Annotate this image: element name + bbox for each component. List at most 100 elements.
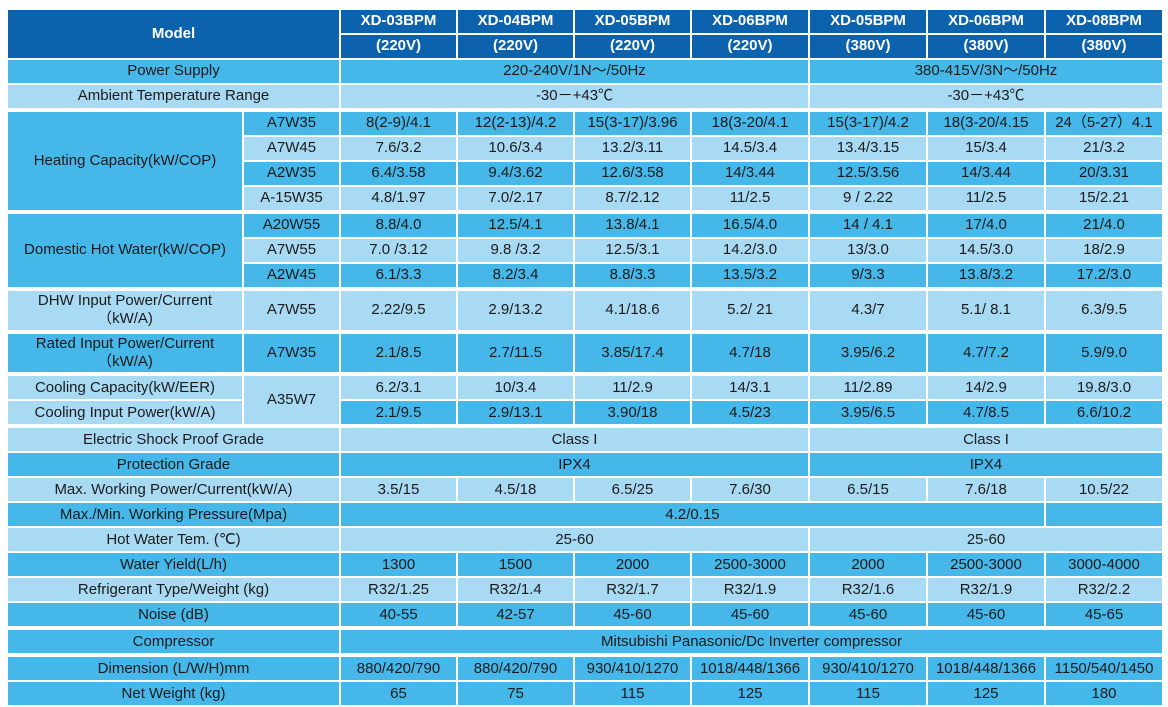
row-max-working-power: Max. Working Power/Current(kW/A) 3.5/15 4.… <box>6 476 1164 504</box>
row-noise-value-5: 45-60 <box>808 601 928 630</box>
row-net-weight: Net Weight (kg) 65 75 115 125 115 125 180 <box>6 680 1164 707</box>
row-dhw-a2w45-value-1: 6.1/3.3 <box>339 262 458 290</box>
row-ambient-temperature: Ambient Temperature Range -30－+43℃ -30－+43… <box>6 83 1164 111</box>
label-electric-shock-grade: Electric Shock Proof Grade <box>6 424 341 454</box>
label-protection-grade: Protection Grade <box>6 451 341 479</box>
label-working-pressure: Max./Min. Working Pressure(Mpa) <box>6 501 341 529</box>
row-dhw-a2w45-value-7: 17.2/3.0 <box>1044 262 1164 290</box>
condition-a7w55-input: A7W55 <box>242 287 341 333</box>
row-cooling-input-power-value-4: 4.5/23 <box>690 399 810 428</box>
row-dhw-input-power-value-6: 4.3/7 <box>808 287 928 333</box>
row-dimension-value-1: 880/420/790 <box>339 653 458 683</box>
row-heating-a-15w35-value-6: 11/2.5 <box>926 185 1046 213</box>
row-dhw-a2w45-value-3: 8.8/3.3 <box>573 262 692 290</box>
row-water-yield-value-4: 2500-3000 <box>690 551 810 579</box>
row-working-pressure: Max./Min. Working Pressure(Mpa) 4.2/0.15 <box>6 501 1164 529</box>
row-dimension-value-4: 1018/448/1366 <box>690 653 810 683</box>
row-heating-a7w45-value-2: 10.6/3.4 <box>456 135 575 162</box>
row-dhw-a20w55-value-5: 16.5/4.0 <box>690 210 810 239</box>
row-rated-input-power-value-7: 4.7/7.2 <box>926 329 1046 376</box>
row-max-working-power-value-3: 6.5/25 <box>573 476 692 504</box>
row-dimension-value-3: 930/410/1270 <box>573 653 692 683</box>
col-header-xd-04bpm: XD-04BPM <box>456 8 575 35</box>
model-header: Model <box>6 8 341 60</box>
col-header-xd-05bpm-380: XD-05BPM <box>808 8 928 35</box>
condition-a7w45: A7W45 <box>242 135 341 162</box>
row-dhw-a2w45-value-5: 9/3.3 <box>808 262 928 290</box>
col-voltage-380v-3: (380V) <box>1044 33 1164 60</box>
value-ambient-220v: -30－+43℃ <box>339 83 810 111</box>
row-dhw-a7w55-value-1: 7.0 /3.12 <box>339 237 458 264</box>
label-cooling-input-power: Cooling Input Power(kW/A) <box>6 399 244 428</box>
label-noise: Noise (dB) <box>6 601 341 630</box>
row-noise-value-3: 45-60 <box>573 601 692 630</box>
condition-a20w55: A20W55 <box>242 210 341 239</box>
row-heating-a-15w35-value-4: 11/2.5 <box>690 185 810 213</box>
label-dimension: Dimension (L/W/H)mm <box>6 653 341 683</box>
row-heating-a7w35-value-8: 24（5-27）4.1 <box>1044 108 1164 137</box>
value-shock-grade-220v: Class I <box>339 424 810 454</box>
row-cooling-capacity-value-3: 10/3.4 <box>456 372 575 402</box>
col-voltage-220v-4: (220V) <box>690 33 810 60</box>
row-cooling-input-power-value-2: 2.9/13.1 <box>456 399 575 428</box>
row-noise-value-2: 42-57 <box>456 601 575 630</box>
label-heating-capacity: Heating Capacity(kW/COP) <box>6 108 244 213</box>
row-dhw-a7w55-value-4: 14.2/3.0 <box>690 237 810 264</box>
row-max-working-power-value-1: 3.5/15 <box>339 476 458 504</box>
row-protection-grade: Protection Grade IPX4 IPX4 <box>6 451 1164 479</box>
row-heating-a7w45-value-5: 13.4/3.15 <box>808 135 928 162</box>
row-refrigerant: Refrigerant Type/Weight (kg) R32/1.25 R32/… <box>6 576 1164 604</box>
row-dhw-a20w55-value-3: 12.5/4.1 <box>456 210 575 239</box>
row-dhw-a20w55-value-7: 17/4.0 <box>926 210 1046 239</box>
condition-a7w35-rated: A7W35 <box>242 329 341 376</box>
row-net-weight-value-2: 75 <box>456 680 575 707</box>
row-rated-input-power-value-4: 3.85/17.4 <box>573 329 692 376</box>
row-heating-a-15w35: A-15W35 4.8/1.97 7.0/2.17 8.7/2.12 11/2.5 9 /… <box>7 185 1164 213</box>
row-heating-a7w35-value-7: 18(3-20/4.15 <box>926 108 1046 137</box>
row-cooling-input-power-value-6: 4.7/8.5 <box>926 399 1046 428</box>
row-dhw-a7w55-value-5: 13/3.0 <box>808 237 928 264</box>
label-power-supply: Power Supply <box>6 58 341 85</box>
row-cooling-capacity-value-4: 11/2.9 <box>573 372 692 402</box>
row-max-working-power-value-5: 6.5/15 <box>808 476 928 504</box>
row-refrigerant-value-4: R32/1.9 <box>690 576 810 604</box>
row-heating-a2w35-value-7: 20/3.31 <box>1044 160 1164 187</box>
col-header-xd-05bpm-220: XD-05BPM <box>573 8 692 35</box>
row-refrigerant-value-1: R32/1.25 <box>339 576 458 604</box>
row-heating-a7w35: Heating Capacity(kW/COP) A7W35 8(2-9)/4.1 1… <box>6 108 1164 213</box>
row-dhw-a2w45-value-6: 13.8/3.2 <box>926 262 1046 290</box>
header-voltages: (220V) (220V) (220V) (220V) (380V) (380V) (380… <box>7 33 1164 60</box>
row-dimension-value-7: 1150/540/1450 <box>1044 653 1164 683</box>
label-max-working-power: Max. Working Power/Current(kW/A) <box>6 476 341 504</box>
row-dhw-a2w45-value-2: 8.2/3.4 <box>456 262 575 290</box>
row-heating-a2w35-value-4: 14/3.44 <box>690 160 810 187</box>
row-refrigerant-value-7: R32/2.2 <box>1044 576 1164 604</box>
value-power-supply-380v: 380-415V/3N～/50Hz <box>808 58 1164 85</box>
row-cooling-input-power-value-3: 3.90/18 <box>573 399 692 428</box>
row-max-working-power-value-7: 10.5/22 <box>1044 476 1164 504</box>
label-net-weight: Net Weight (kg) <box>6 680 341 707</box>
row-dhw-input-power-value-7: 5.1/ 8.1 <box>926 287 1046 333</box>
row-heating-a-15w35-value-1: 4.8/1.97 <box>339 185 458 213</box>
col-header-xd-08bpm: XD-08BPM <box>1044 8 1164 35</box>
value-compressor: Mitsubishi Panasonic/Dc Inverter compres… <box>339 626 1164 657</box>
row-dhw-input-power-value-8: 6.3/9.5 <box>1044 287 1164 333</box>
row-cooling-input-power-value-1: 2.1/9.5 <box>339 399 458 428</box>
col-voltage-380v-1: (380V) <box>808 33 928 60</box>
row-heating-a7w45-value-3: 13.2/3.11 <box>573 135 692 162</box>
spec-table: Model XD-03BPM XD-04BPM XD-05BPM XD-06BPM XD-… <box>6 8 1164 707</box>
row-refrigerant-value-5: R32/1.6 <box>808 576 928 604</box>
row-dimension-value-5: 930/410/1270 <box>808 653 928 683</box>
value-hot-water-temp-220v: 25-60 <box>339 526 810 554</box>
row-rated-input-power-value-3: 2.7/11.5 <box>456 329 575 376</box>
label-domestic-hot-water: Domestic Hot Water(kW/COP) <box>6 210 244 290</box>
row-heating-a7w45-value-1: 7.6/3.2 <box>339 135 458 162</box>
row-heating-a7w35-value-5: 18(3-20/4.1 <box>690 108 810 137</box>
row-rated-input-power-value-2: 2.1/8.5 <box>339 329 458 376</box>
row-dimension-value-6: 1018/448/1366 <box>926 653 1046 683</box>
label-water-yield: Water Yield(L/h) <box>6 551 341 579</box>
row-dhw-a2w45-value-4: 13.5/3.2 <box>690 262 810 290</box>
row-heating-a7w35-value-4: 15(3-17)/3.96 <box>573 108 692 137</box>
label-compressor: Compressor <box>6 626 341 657</box>
